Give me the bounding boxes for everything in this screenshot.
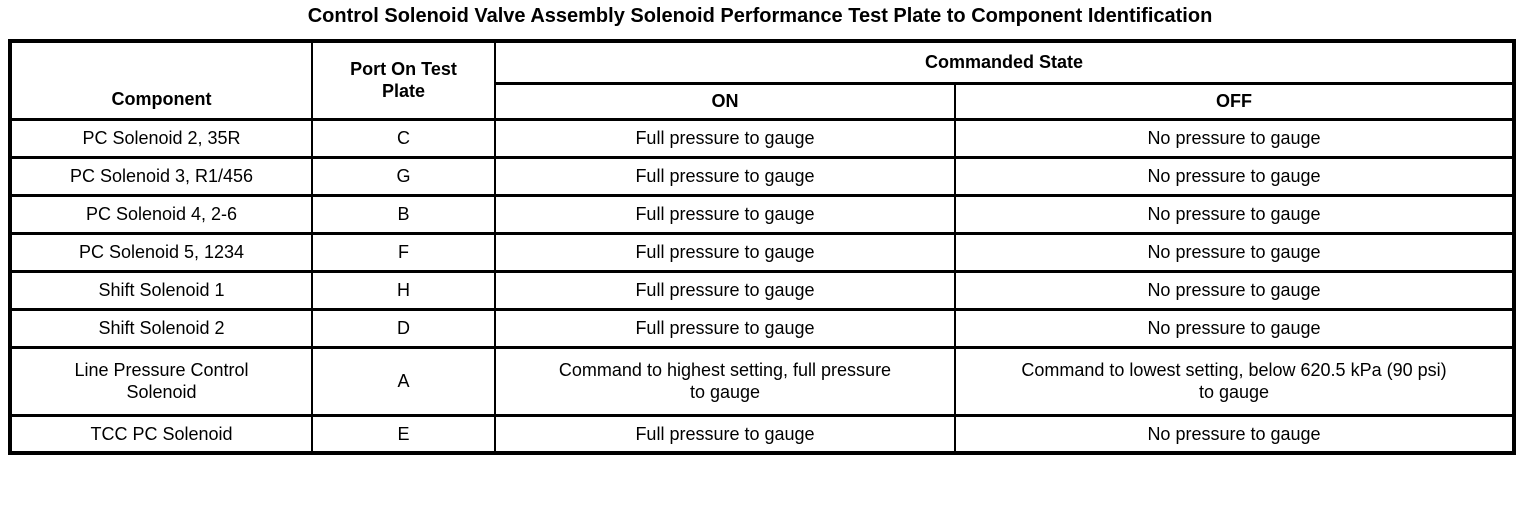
cell-off-state: No pressure to gauge — [954, 117, 1515, 159]
solenoid-test-plate-table: Component Port On Test Plate Commanded S… — [8, 39, 1516, 455]
cell-off-state: Command to lowest setting, below 620.5 k… — [954, 345, 1515, 417]
table-row: TCC PC Solenoid E Full pressure to gauge… — [9, 413, 1515, 455]
column-header-on: ON — [494, 81, 956, 121]
cell-on-state: Full pressure to gauge — [494, 193, 956, 235]
cell-port: G — [311, 155, 496, 197]
cell-port: A — [311, 345, 496, 417]
cell-on-state: Full pressure to gauge — [494, 155, 956, 197]
cell-component: TCC PC Solenoid — [9, 413, 313, 455]
cell-component: Line Pressure Control Solenoid — [9, 345, 313, 417]
cell-off-state-label: Command to lowest setting, below 620.5 k… — [1021, 359, 1447, 403]
cell-port: D — [311, 307, 496, 349]
cell-port: E — [311, 413, 496, 455]
column-header-port-label: Port On Test Plate — [350, 58, 457, 102]
table-row: Line Pressure Control Solenoid A Command… — [9, 345, 1515, 417]
cell-port: F — [311, 231, 496, 273]
cell-port: H — [311, 269, 496, 311]
table-row: PC Solenoid 2, 35R C Full pressure to ga… — [9, 117, 1515, 159]
cell-off-state: No pressure to gauge — [954, 269, 1515, 311]
table-row: Shift Solenoid 1 H Full pressure to gaug… — [9, 269, 1515, 311]
column-header-port: Port On Test Plate — [311, 39, 496, 121]
cell-port: C — [311, 117, 496, 159]
cell-port: B — [311, 193, 496, 235]
cell-on-state: Full pressure to gauge — [494, 117, 956, 159]
column-header-commanded-state: Commanded State — [494, 39, 1515, 85]
cell-component: PC Solenoid 5, 1234 — [9, 231, 313, 273]
header-row-1: Component Port On Test Plate Commanded S… — [9, 39, 1515, 121]
cell-on-state: Full pressure to gauge — [494, 307, 956, 349]
column-header-off: OFF — [954, 81, 1515, 121]
table-title: Control Solenoid Valve Assembly Solenoid… — [307, 5, 1213, 27]
cell-on-state-label: Command to highest setting, full pressur… — [558, 359, 892, 403]
column-header-component: Component — [9, 39, 313, 121]
cell-component: PC Solenoid 4, 2-6 — [9, 193, 313, 235]
cell-component: Shift Solenoid 2 — [9, 307, 313, 349]
table-row: PC Solenoid 3, R1/456 G Full pressure to… — [9, 155, 1515, 197]
table-row: PC Solenoid 4, 2-6 B Full pressure to ga… — [9, 193, 1515, 235]
cell-off-state: No pressure to gauge — [954, 413, 1515, 455]
cell-component: PC Solenoid 2, 35R — [9, 117, 313, 159]
cell-on-state: Full pressure to gauge — [494, 231, 956, 273]
cell-on-state: Command to highest setting, full pressur… — [494, 345, 956, 417]
cell-off-state: No pressure to gauge — [954, 193, 1515, 235]
cell-component: Shift Solenoid 1 — [9, 269, 313, 311]
cell-off-state: No pressure to gauge — [954, 231, 1515, 273]
header-row-2: ON OFF — [10, 81, 1515, 121]
cell-on-state: Full pressure to gauge — [494, 269, 956, 311]
cell-off-state: No pressure to gauge — [954, 155, 1515, 197]
table-row: Shift Solenoid 2 D Full pressure to gaug… — [9, 307, 1515, 349]
cell-on-state: Full pressure to gauge — [494, 413, 956, 455]
table-row: PC Solenoid 5, 1234 F Full pressure to g… — [9, 231, 1515, 273]
cell-component: PC Solenoid 3, R1/456 — [9, 155, 313, 197]
cell-off-state: No pressure to gauge — [954, 307, 1515, 349]
cell-component-label: Line Pressure Control Solenoid — [74, 359, 249, 403]
